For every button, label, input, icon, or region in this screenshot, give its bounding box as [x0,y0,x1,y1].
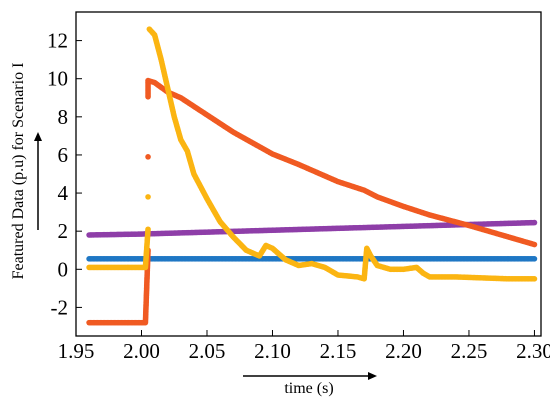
x-tick-label: 2.20 [385,339,422,363]
x-tick-label: 2.05 [189,339,226,363]
x-axis-ticks: 1.95 2.00 2.05 2.10 2.15 2.20 2.25 2.30 [58,330,550,363]
y-axis-ticks: -2 0 2 4 6 8 10 12 [47,29,82,319]
y-tick-label: 6 [58,143,69,167]
y-tick-label: 0 [58,257,69,281]
y-tick-label: -2 [51,295,69,319]
data-point [145,194,151,200]
y-tick-label: 2 [58,219,69,243]
series-1 [86,219,538,238]
series-0 [86,256,538,262]
data-point [145,226,151,233]
y-axis-arrowhead [34,132,42,141]
x-tick-label: 2.15 [320,339,357,363]
series-2 [86,77,538,326]
data-point [145,154,151,160]
y-tick-label: 8 [58,105,69,129]
x-tick-label: 2.00 [123,339,160,363]
data-point [531,219,538,226]
data-point [531,276,538,282]
x-tick-label: 2.30 [516,339,550,363]
data-point [531,241,538,248]
y-tick-label: 4 [58,181,69,205]
x-axis-arrowhead [368,372,377,380]
plot-frame [75,11,542,337]
x-tick-label: 1.95 [58,339,95,363]
series-3 [86,26,538,282]
x-axis-label: time (s) [284,380,333,397]
y-tick-label: 10 [47,67,68,91]
series-layer [86,26,538,326]
y-axis-label: Featured Data (p.u) for Scenario I [10,63,27,280]
x-tick-label: 2.25 [451,339,488,363]
data-point [531,256,538,262]
y-tick-label: 12 [47,29,68,53]
x-tick-label: 2.10 [254,339,291,363]
